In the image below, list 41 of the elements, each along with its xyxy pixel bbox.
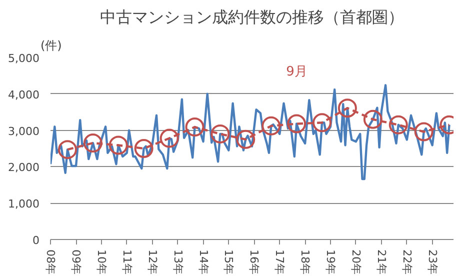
point	[363, 110, 382, 129]
x-tick-label: 09年	[70, 250, 83, 274]
point	[210, 124, 230, 144]
line-series	[50, 84, 450, 180]
x-tick-label: 19年	[324, 250, 337, 274]
point	[287, 114, 306, 134]
x-tick-label: 21年	[374, 250, 388, 274]
point	[414, 122, 434, 142]
x-tick-label: 20年	[349, 250, 362, 274]
point	[83, 134, 102, 153]
point	[58, 140, 78, 160]
x-tick-label: 23年	[426, 250, 439, 274]
point	[160, 128, 179, 148]
x-tick-label: 17年	[273, 250, 286, 274]
x-tick-label: 18年	[298, 250, 312, 274]
text: 9月	[286, 64, 308, 80]
chart-title: 中古マンション成約件数の推移（首都圏）	[100, 8, 404, 26]
y-tick-label: 4,000	[8, 88, 40, 102]
x-tick-label: 14年	[196, 250, 210, 274]
point	[108, 136, 128, 155]
point	[312, 113, 332, 132]
point	[262, 116, 281, 136]
y-tick-label: 1,000	[8, 198, 40, 211]
y-tick-label: 3,000	[8, 124, 40, 138]
point	[338, 98, 357, 118]
x-tick-label: 08年	[44, 250, 57, 274]
y-tick-label: 2,000	[8, 161, 40, 174]
point	[388, 115, 408, 134]
x-tick-label: 11年	[120, 250, 134, 274]
y-tick-label: 5,000	[8, 52, 40, 65]
x-tick-label: 16年	[248, 250, 261, 274]
y-tick-label: 0	[32, 234, 40, 247]
x-tick-label: 10年	[94, 250, 108, 274]
y-axis-title: (件)	[40, 38, 62, 52]
point	[134, 139, 154, 158]
x-tick-label: 13年	[171, 250, 184, 274]
x-tick-label: 15年	[222, 250, 236, 274]
point	[236, 130, 256, 149]
point	[185, 118, 204, 137]
x-tick-label: 12年	[146, 250, 159, 274]
x-tick-label: 22年	[400, 250, 414, 274]
